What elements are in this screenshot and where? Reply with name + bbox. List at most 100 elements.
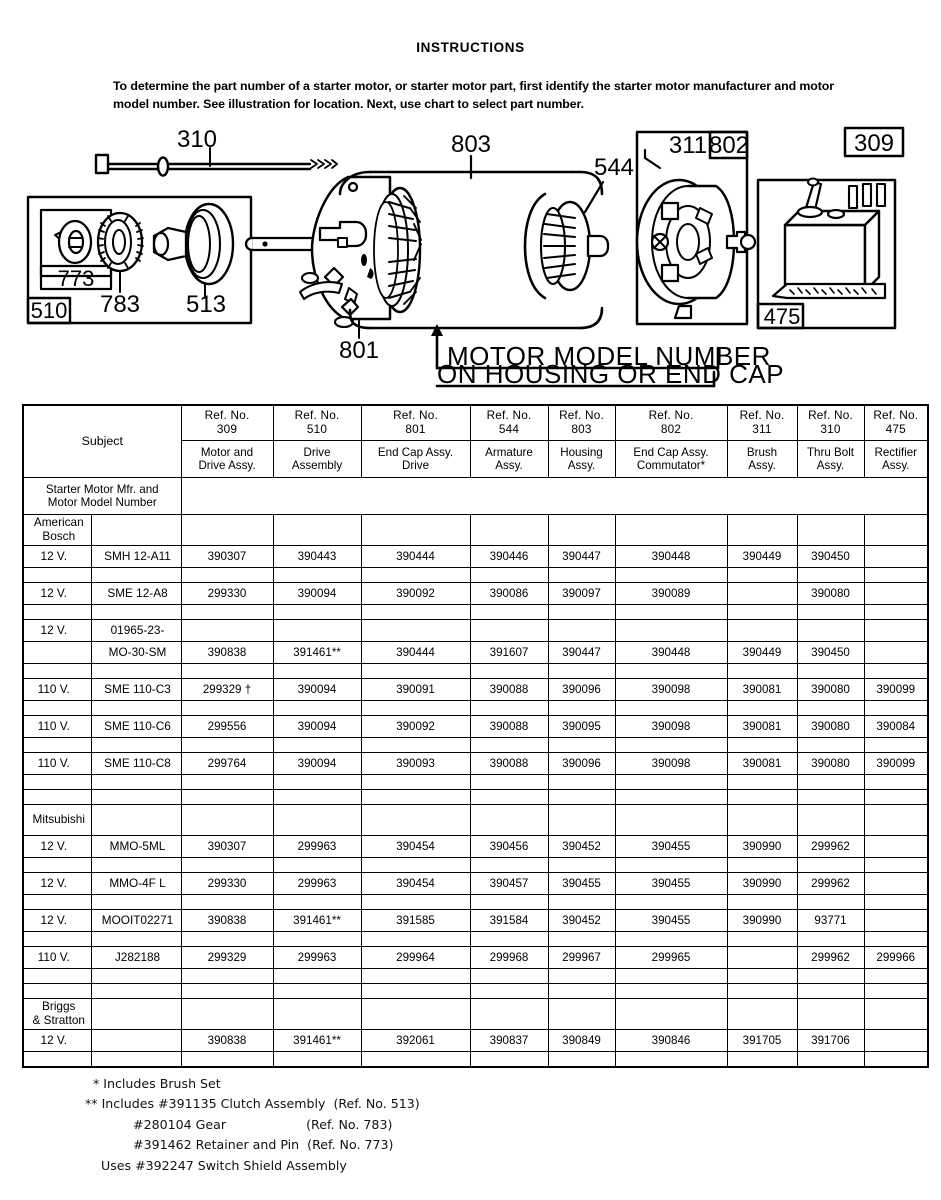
callout-802: 802: [709, 132, 749, 159]
header-desc-311: Brush Assy.: [726, 440, 798, 478]
group-header-row: Briggs & Stratton: [22, 998, 929, 1030]
header-ref-475: Ref. No. 475: [863, 404, 929, 441]
table-cell-empty: [614, 774, 728, 790]
cell-part-802: 299965: [614, 946, 728, 969]
cell-voltage: 12 V.: [22, 909, 92, 932]
cell-part-309: 390838: [180, 1029, 274, 1052]
cell-part-544: 391584: [469, 909, 549, 932]
table-cell-empty: [180, 604, 274, 620]
table-cell-empty: [726, 804, 798, 836]
cell-model: SME 110-C6: [90, 715, 182, 738]
group-name: Briggs & Stratton: [22, 998, 92, 1030]
cell-part-311: 390081: [726, 715, 798, 738]
table-header-row-ref: Subject Ref. No. 309 Ref. No. 510 Ref. No. 801…: [22, 404, 929, 478]
table-cell-empty: [547, 774, 616, 790]
table-cell-empty: [614, 514, 728, 546]
cell-part-544: 299968: [469, 946, 549, 969]
cell-part-309: 299556: [180, 715, 274, 738]
header-desc-544: Armature Assy.: [469, 440, 549, 478]
table-cell-empty: [360, 567, 471, 583]
table-header-row-desc: Motor and Drive Assy. Drive Assembly End Cap…: [23, 440, 929, 478]
table-row: 110 V. J282188 299329 299963 299964 299968 299…: [22, 946, 929, 969]
cell-part-803: 390452: [547, 909, 616, 932]
table-cell-empty: [180, 789, 274, 805]
cell-part-311: 390081: [726, 752, 798, 775]
cell-model: SME 12-A8: [90, 582, 182, 605]
table-cell-empty: [614, 983, 728, 999]
parts-chart: Subject Ref. No. 309 Ref. No. 510 Ref. No. 801…: [22, 404, 929, 1068]
cell-part-801: 390444: [360, 545, 471, 568]
table-spacer-row: [22, 968, 929, 984]
table-subject-subheader: Starter Motor Mfr. and Motor Model Number: [22, 477, 928, 515]
table-cell-empty: [614, 998, 728, 1030]
table-cell-empty: [180, 737, 274, 753]
cell-part-510: 299963: [272, 946, 362, 969]
callout-773: 773: [58, 266, 95, 291]
table-row: 110 V. SME 110-C6 299556 390094 390092 390088…: [22, 715, 929, 738]
cell-part-310: 390450: [796, 545, 865, 568]
table-cell-empty: [547, 857, 616, 873]
cell-part-544: 390446: [469, 545, 549, 568]
table-cell-empty: [360, 514, 471, 546]
cell-part-544: 390457: [469, 872, 549, 895]
cell-part-544: 390456: [469, 835, 549, 858]
table-cell-empty: [547, 804, 616, 836]
cell-part-310: 390080: [796, 715, 865, 738]
table-cell-empty: [547, 737, 616, 753]
footnote-line: * Includes Brush Set: [85, 1076, 221, 1091]
table-cell-empty: [547, 700, 616, 716]
table-cell-empty: [22, 983, 92, 999]
table-cell-empty: [726, 998, 798, 1030]
table-cell-empty: [796, 1051, 865, 1068]
table-cell-empty: [863, 998, 929, 1030]
cell-part-475: 390099: [863, 678, 929, 701]
header-subject: Subject: [22, 404, 182, 478]
cell-part-310: 390450: [796, 641, 865, 664]
cell-part-803: 390447: [547, 641, 616, 664]
table-cell-empty: [863, 619, 929, 642]
table-cell-empty: [22, 789, 92, 805]
cell-part-311: 390449: [726, 545, 798, 568]
table-cell-empty: [360, 737, 471, 753]
table-cell-empty: [796, 931, 865, 947]
table-cell-empty: [547, 931, 616, 947]
cell-part-803: 390849: [547, 1029, 616, 1052]
table-cell-empty: [796, 737, 865, 753]
end-cap-drive: [298, 175, 392, 339]
cell-part-510: 391461**: [272, 1029, 362, 1052]
table-cell-empty: [614, 968, 728, 984]
table-cell-empty: [547, 663, 616, 679]
table-cell-empty: [863, 700, 929, 716]
table-cell-empty: [90, 1051, 182, 1068]
table-cell-empty: [469, 514, 549, 546]
cell-part-544: 390086: [469, 582, 549, 605]
cell-part-544: 390088: [469, 752, 549, 775]
table-cell-empty: [469, 737, 549, 753]
footnote-line: #280104 Gear (Ref. No. 783): [85, 1116, 393, 1132]
cell-part-475: [863, 545, 929, 568]
table-cell-empty: [90, 567, 182, 583]
cell-voltage: 12 V.: [22, 835, 92, 858]
table-cell-empty: [863, 789, 929, 805]
table-cell-empty: [469, 857, 549, 873]
table-spacer-row: [22, 700, 929, 716]
cell-part-310: 93771: [796, 909, 865, 932]
thru-bolt-part: [94, 153, 338, 177]
table-cell-empty: [796, 804, 865, 836]
table-cell-empty: [726, 514, 798, 546]
table-cell-empty: [547, 567, 616, 583]
retainer: [57, 219, 93, 265]
table-cell-empty: [272, 983, 362, 999]
table-cell-empty: [726, 737, 798, 753]
exploded-parts-diagram: 310 803 544 311 802 309 773 510 783 513 …: [0, 120, 941, 392]
table-cell-empty: [863, 983, 929, 999]
table-cell-empty: [469, 700, 549, 716]
header-ref-310: Ref. No. 310: [796, 404, 865, 441]
table-row: 12 V. MMO-4F L 299330 299963 390454 390457 390…: [22, 872, 929, 895]
cell-model: SME 110-C3: [90, 678, 182, 701]
table-cell-empty: [863, 968, 929, 984]
cell-part-510: 391461**: [272, 909, 362, 932]
table-cell-empty: [90, 604, 182, 620]
table-cell-empty: [22, 1051, 92, 1068]
table-cell-empty: [796, 789, 865, 805]
